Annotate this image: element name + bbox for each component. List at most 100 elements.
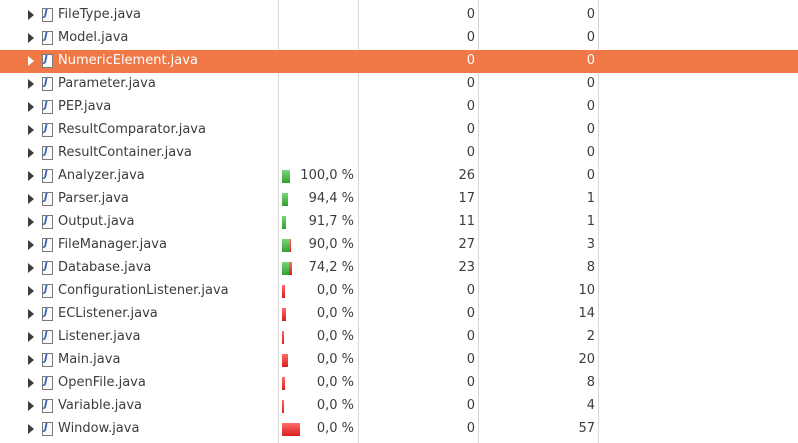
tree-row[interactable]: ECListener.java 0,0 % 0 14: [0, 303, 798, 326]
coverage-percent: 100,0 %: [300, 168, 354, 183]
expand-arrow-icon[interactable]: [28, 79, 34, 89]
expand-arrow-icon[interactable]: [28, 286, 34, 296]
coverage-percent: 91,7 %: [308, 214, 354, 229]
file-name: Parser.java: [58, 191, 129, 206]
java-file-icon: [42, 261, 53, 275]
missed-count: 8: [586, 375, 595, 390]
coverage-bar-missed: [282, 354, 288, 367]
coverage-percent: 74,2 %: [308, 260, 354, 275]
java-file-icon: [42, 54, 53, 68]
java-file-icon: [42, 422, 53, 436]
coverage-bar-missed: [282, 308, 286, 321]
coverage-percent: 0,0 %: [316, 329, 354, 344]
java-file-icon: [42, 31, 53, 45]
missed-count: 0: [586, 53, 595, 68]
tree-row[interactable]: NumericElement.java 0 0: [0, 50, 798, 73]
tree-row[interactable]: Database.java 74,2 % 23 8: [0, 257, 798, 280]
covered-count: 27: [458, 237, 475, 252]
file-name: ConfigurationListener.java: [58, 283, 229, 298]
tree-row[interactable]: ResultComparator.java 0 0: [0, 119, 798, 142]
expand-arrow-icon[interactable]: [28, 33, 34, 43]
coverage-bar: [282, 377, 285, 390]
coverage-percent: 94,4 %: [308, 191, 354, 206]
missed-count: 1: [586, 214, 595, 229]
expand-arrow-icon[interactable]: [28, 56, 34, 66]
file-name: Variable.java: [58, 398, 143, 413]
expand-arrow-icon[interactable]: [28, 355, 34, 365]
java-file-icon: [42, 8, 53, 22]
expand-arrow-icon[interactable]: [28, 171, 34, 181]
tree-row[interactable]: Variable.java 0,0 % 0 4: [0, 395, 798, 418]
covered-count: 0: [466, 329, 475, 344]
covered-count: 17: [458, 191, 475, 206]
tree-row[interactable]: FileType.java 0 0: [0, 4, 798, 27]
covered-count: 0: [466, 283, 475, 298]
coverage-bar-covered: [282, 216, 286, 229]
coverage-bar-missed: [282, 285, 285, 298]
file-name: NumericElement.java: [58, 53, 198, 68]
expand-arrow-icon[interactable]: [28, 332, 34, 342]
expand-arrow-icon[interactable]: [28, 240, 34, 250]
coverage-bar: [282, 239, 291, 252]
expand-arrow-icon[interactable]: [28, 194, 34, 204]
tree-row[interactable]: Model.java 0 0: [0, 27, 798, 50]
tree-row[interactable]: FileManager.java 90,0 % 27 3: [0, 234, 798, 257]
missed-count: 0: [586, 122, 595, 137]
covered-count: 11: [458, 214, 475, 229]
java-file-icon: [42, 192, 53, 206]
file-name: Main.java: [58, 352, 121, 367]
missed-count: 1: [586, 191, 595, 206]
expand-arrow-icon[interactable]: [28, 309, 34, 319]
coverage-bar-covered: [282, 239, 290, 252]
column-divider: [478, 0, 479, 443]
missed-count: 0: [586, 7, 595, 22]
covered-count: 23: [458, 260, 475, 275]
covered-count: 0: [466, 122, 475, 137]
covered-count: 0: [466, 99, 475, 114]
expand-arrow-icon[interactable]: [28, 217, 34, 227]
file-name: Listener.java: [58, 329, 141, 344]
java-file-icon: [42, 146, 53, 160]
tree-row[interactable]: Analyzer.java 100,0 % 26 0: [0, 165, 798, 188]
tree-row[interactable]: OpenFile.java 0,0 % 0 8: [0, 372, 798, 395]
expand-arrow-icon[interactable]: [28, 424, 34, 434]
java-file-icon: [42, 284, 53, 298]
coverage-bar: [282, 400, 284, 413]
covered-count: 0: [466, 352, 475, 367]
tree-row[interactable]: Parameter.java 0 0: [0, 73, 798, 96]
coverage-bar: [282, 331, 284, 344]
expand-arrow-icon[interactable]: [28, 102, 34, 112]
expand-arrow-icon[interactable]: [28, 148, 34, 158]
expand-arrow-icon[interactable]: [28, 401, 34, 411]
coverage-bar-missed: [282, 377, 285, 390]
expand-arrow-icon[interactable]: [28, 10, 34, 20]
coverage-bar: [282, 193, 288, 206]
coverage-bar: [282, 262, 292, 275]
file-name: PEP.java: [58, 99, 112, 114]
missed-count: 4: [586, 398, 595, 413]
tree-row[interactable]: Listener.java 0,0 % 0 2: [0, 326, 798, 349]
missed-count: 0: [586, 99, 595, 114]
java-file-icon: [42, 330, 53, 344]
file-name: ECListener.java: [58, 306, 158, 321]
coverage-bar-covered: [282, 262, 289, 275]
expand-arrow-icon[interactable]: [28, 263, 34, 273]
file-name: Output.java: [58, 214, 135, 229]
file-name: Model.java: [58, 30, 129, 45]
coverage-bar: [282, 216, 286, 229]
java-file-icon: [42, 307, 53, 321]
expand-arrow-icon[interactable]: [28, 378, 34, 388]
coverage-bar-missed: [282, 423, 300, 436]
tree-row[interactable]: PEP.java 0 0: [0, 96, 798, 119]
expand-arrow-icon[interactable]: [28, 125, 34, 135]
java-file-icon: [42, 123, 53, 137]
tree-row[interactable]: Main.java 0,0 % 0 20: [0, 349, 798, 372]
covered-count: 0: [466, 76, 475, 91]
java-file-icon: [42, 169, 53, 183]
tree-row[interactable]: ResultContainer.java 0 0: [0, 142, 798, 165]
tree-row[interactable]: Parser.java 94,4 % 17 1: [0, 188, 798, 211]
file-name: ResultComparator.java: [58, 122, 206, 137]
tree-row[interactable]: ConfigurationListener.java 0,0 % 0 10: [0, 280, 798, 303]
tree-row[interactable]: Window.java 0,0 % 0 57: [0, 418, 798, 441]
